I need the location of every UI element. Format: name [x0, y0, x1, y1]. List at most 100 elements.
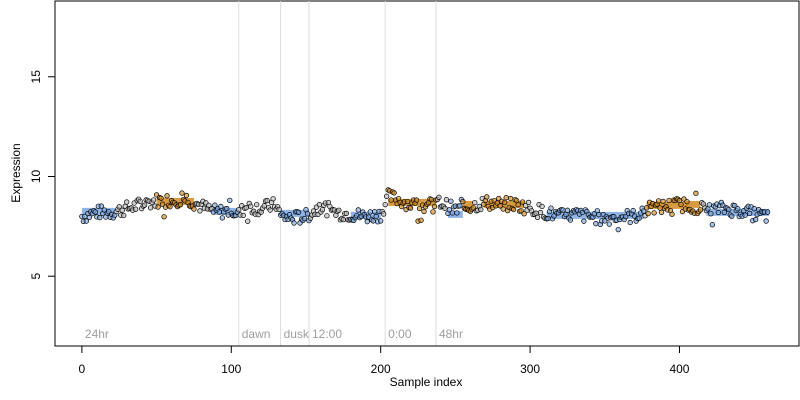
data-point	[319, 207, 326, 213]
plot-frame	[54, 0, 800, 347]
data-point	[227, 197, 233, 203]
data-point	[124, 199, 130, 205]
data-point	[478, 206, 484, 213]
data-point	[101, 207, 107, 213]
data-point	[729, 213, 735, 219]
data-point	[416, 205, 423, 212]
annotation-label: dawn	[242, 327, 271, 341]
data-point	[460, 198, 466, 205]
y-tick-label: 15	[29, 70, 43, 84]
data-point	[560, 207, 566, 213]
data-point	[709, 222, 715, 228]
data-point	[500, 206, 506, 212]
data-point	[457, 203, 463, 209]
data-point	[382, 201, 388, 208]
data-point	[212, 202, 218, 208]
data-point	[636, 215, 642, 221]
data-point	[564, 207, 571, 213]
data-point	[291, 220, 297, 226]
data-point	[224, 205, 230, 212]
group-segment	[462, 200, 474, 208]
data-point	[503, 195, 509, 201]
data-point	[121, 212, 127, 219]
data-point	[295, 209, 302, 215]
annotation-label: 48hr	[439, 327, 463, 341]
data-point	[388, 197, 394, 203]
data-point	[267, 207, 273, 213]
data-point	[98, 203, 104, 209]
data-point	[197, 208, 203, 214]
data-point	[669, 211, 675, 217]
x-tick-label: 200	[371, 362, 391, 376]
data-point	[446, 207, 453, 213]
annotation-label: 24hr	[85, 327, 109, 341]
data-points	[79, 187, 771, 233]
data-point	[216, 209, 222, 215]
data-point	[301, 215, 308, 222]
data-point	[367, 209, 373, 215]
data-point	[240, 212, 246, 219]
data-point	[519, 199, 526, 205]
x-tick-label: 400	[669, 362, 689, 376]
data-point	[164, 193, 170, 199]
y-tick-label: 5	[29, 273, 43, 280]
data-point	[316, 201, 323, 208]
data-point	[763, 218, 769, 224]
data-point	[747, 210, 753, 217]
group-segment	[685, 200, 701, 208]
data-point	[236, 207, 242, 213]
data-point	[697, 207, 704, 213]
data-point	[627, 219, 633, 226]
data-point	[449, 210, 456, 216]
data-point	[264, 197, 270, 204]
x-axis: 0 100 200 300 400	[79, 345, 690, 376]
data-point	[364, 219, 370, 225]
data-point	[413, 197, 420, 203]
data-point	[708, 211, 714, 217]
data-point	[248, 203, 254, 209]
data-point	[567, 217, 574, 223]
data-point	[373, 213, 379, 220]
annotation-label: dusk	[284, 327, 310, 341]
data-point	[161, 214, 167, 220]
data-point	[276, 206, 282, 213]
data-point	[372, 208, 378, 215]
data-point	[751, 206, 757, 212]
data-point	[219, 215, 225, 221]
data-point	[443, 197, 450, 203]
data-point	[735, 206, 741, 212]
data-point	[651, 210, 657, 216]
data-point	[270, 196, 276, 202]
data-point	[534, 214, 541, 220]
data-point	[355, 207, 361, 213]
data-point	[137, 198, 143, 205]
x-tick-label: 0	[79, 362, 86, 376]
data-point	[378, 218, 384, 224]
data-point	[141, 202, 148, 208]
data-point	[623, 214, 629, 220]
data-point	[404, 198, 411, 205]
data-point	[660, 198, 666, 205]
data-point	[418, 217, 424, 223]
data-point	[421, 208, 427, 215]
x-tick-label: 300	[520, 362, 540, 376]
data-point	[243, 205, 249, 211]
annotation-label: 12:00	[312, 327, 342, 341]
data-point	[511, 206, 517, 213]
data-point	[484, 194, 490, 200]
data-point	[381, 211, 387, 217]
data-point	[742, 212, 748, 218]
data-point	[630, 207, 636, 214]
data-point	[643, 205, 650, 211]
data-point	[158, 195, 164, 201]
data-point	[183, 192, 190, 199]
data-point	[428, 196, 435, 203]
annotation-lines	[238, 1, 437, 346]
data-point	[177, 202, 184, 208]
data-point	[92, 209, 98, 215]
data-point	[436, 194, 442, 200]
data-point	[764, 209, 771, 215]
data-point	[615, 226, 621, 233]
data-point	[640, 208, 647, 214]
